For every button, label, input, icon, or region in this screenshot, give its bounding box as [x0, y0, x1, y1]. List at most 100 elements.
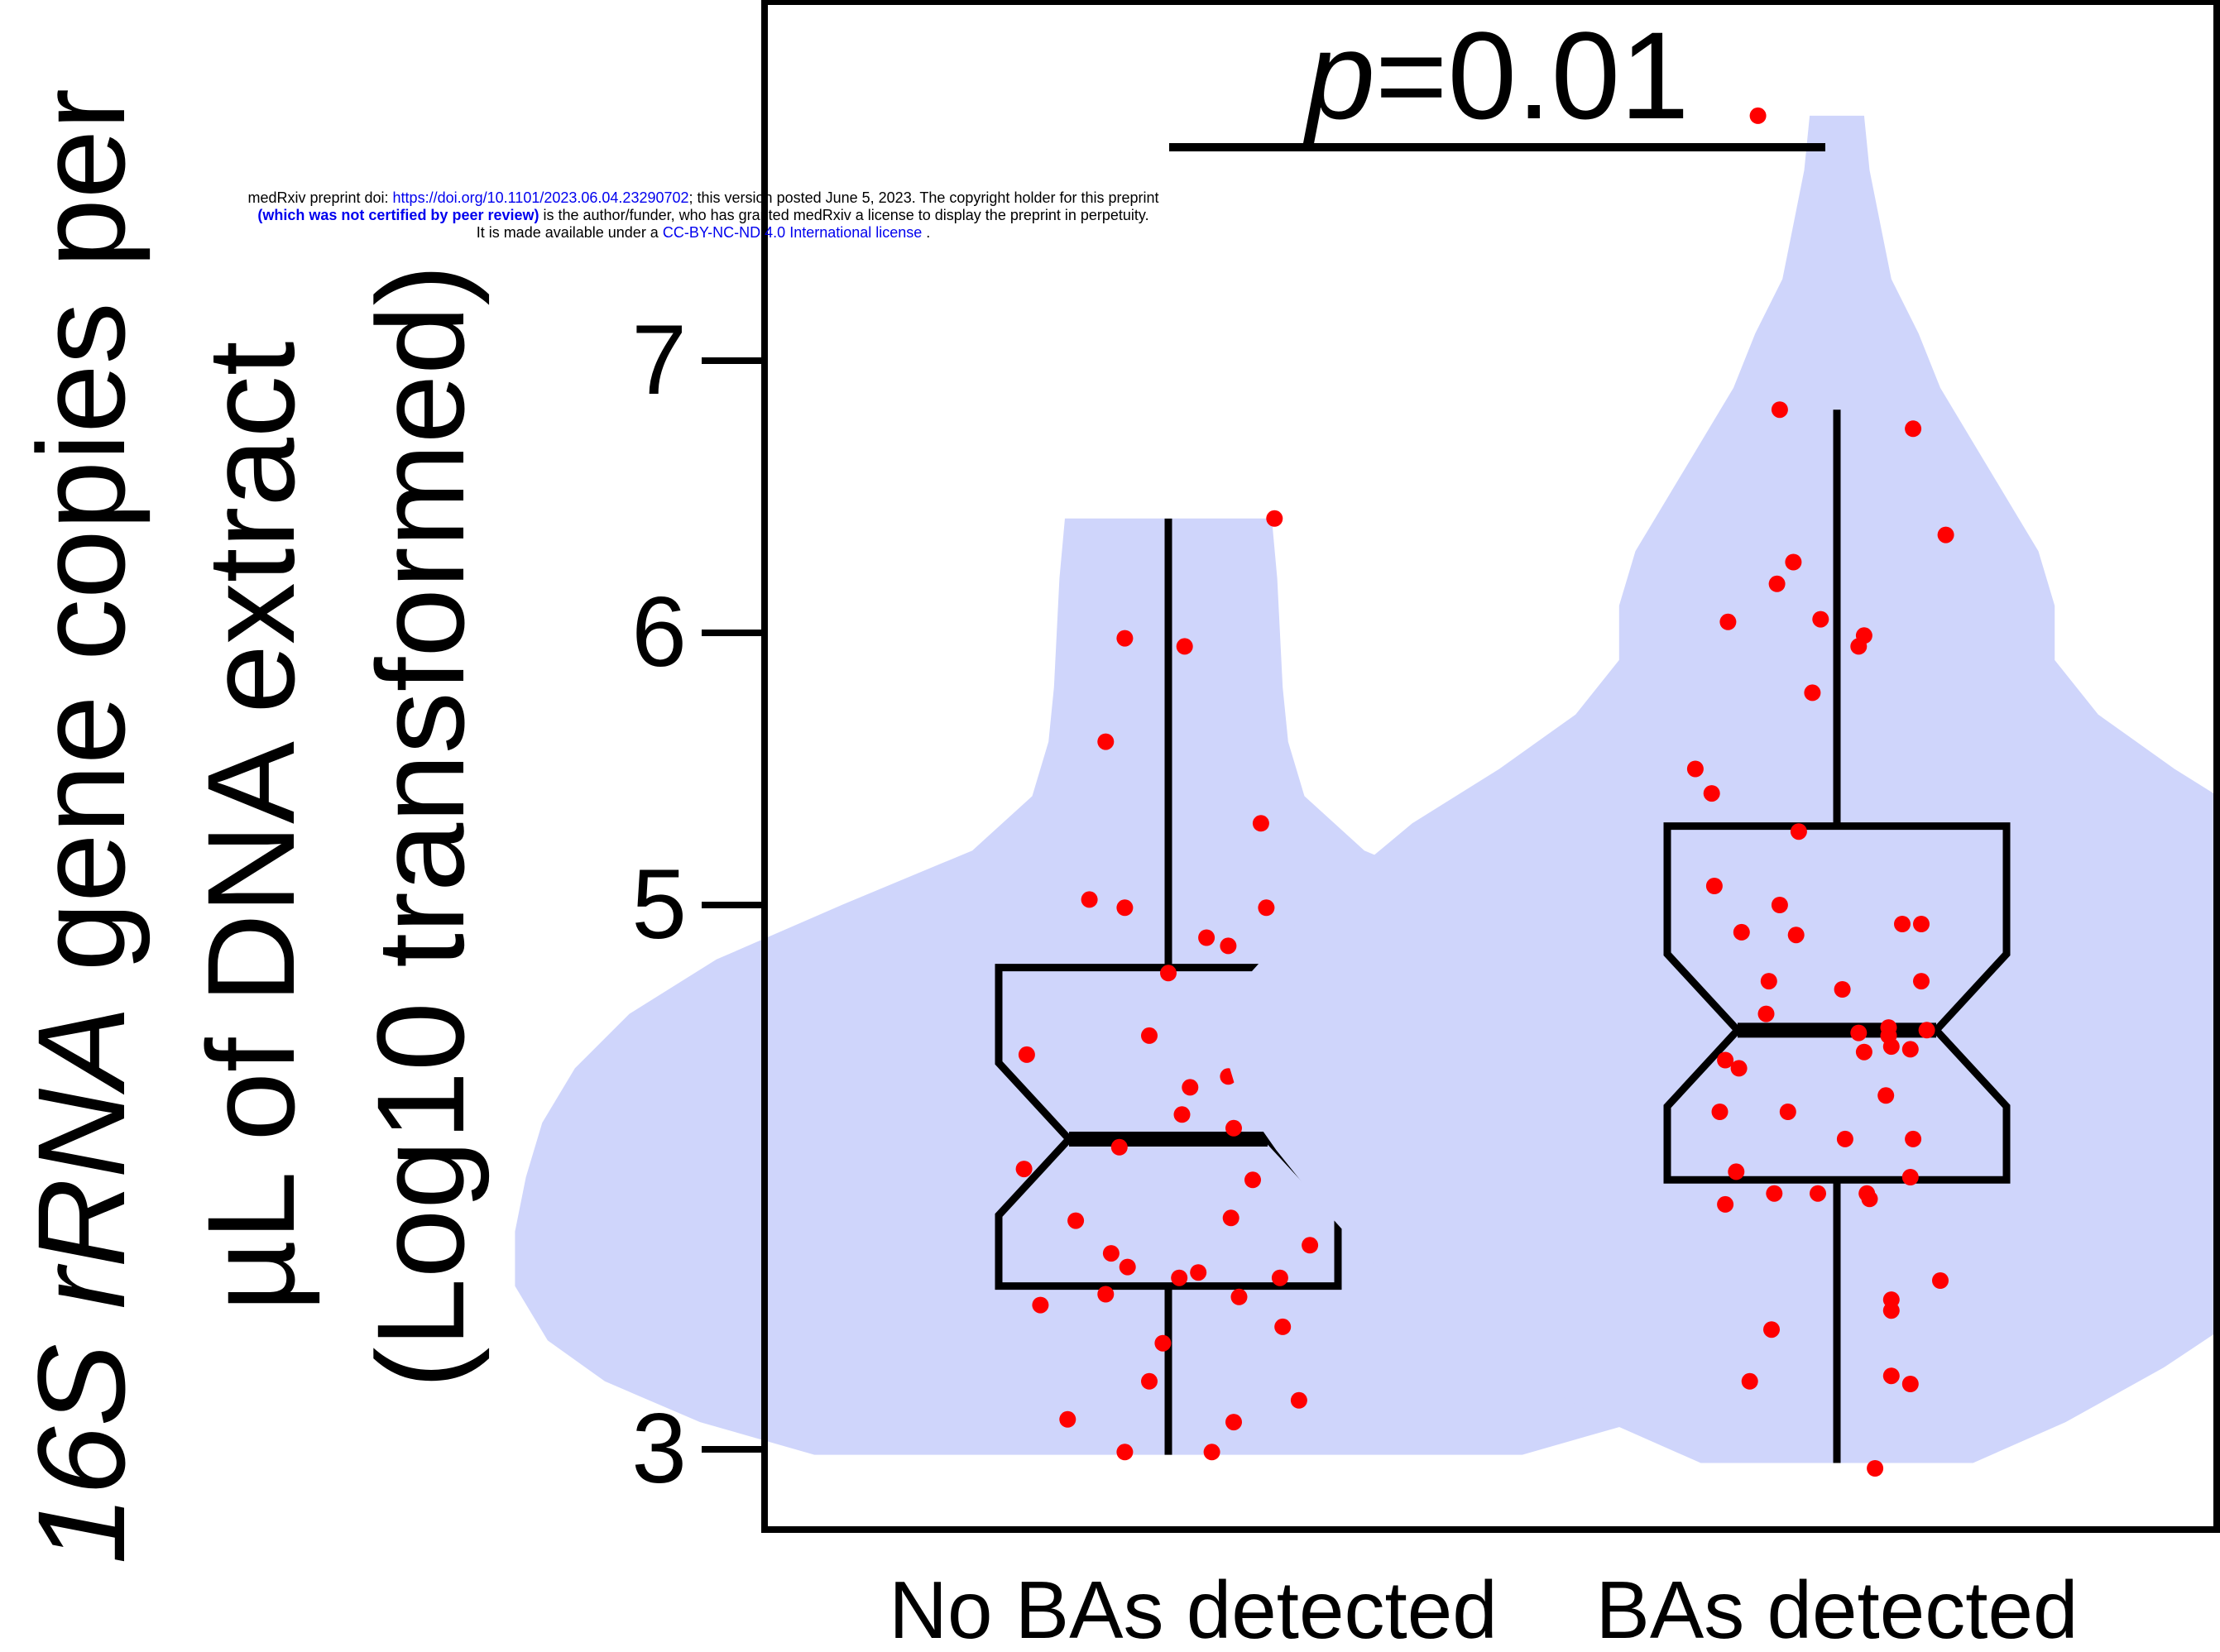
data-point: [1733, 923, 1750, 941]
p-value-prefix: p: [1303, 6, 1375, 145]
y-tick-label: 7: [631, 304, 687, 415]
data-point: [1882, 1367, 1900, 1385]
preprint-banner-line2: (which was not certified by peer review)…: [0, 207, 1407, 224]
data-point: [1705, 878, 1723, 894]
data-point: [1877, 1087, 1895, 1104]
data-point: [1018, 1046, 1035, 1063]
data-point: [1913, 916, 1930, 932]
data-point: [1834, 981, 1851, 998]
data-point: [1203, 1444, 1220, 1461]
data-point: [1274, 1318, 1292, 1335]
data-point: [1182, 1079, 1199, 1096]
data-point: [1222, 1209, 1239, 1227]
plot-area: [515, 0, 2220, 1533]
data-point: [1812, 611, 1829, 628]
data-point: [1932, 1272, 1949, 1289]
y-tick-label: 6: [631, 577, 687, 687]
y-tick-label: 5: [631, 849, 687, 960]
y-axis-label-line: 16S rRNA gene copies per: [12, 89, 151, 1564]
data-point: [1067, 1212, 1085, 1229]
data-point: [1785, 553, 1802, 571]
y-axis-label-line: µL of DNA extract: [181, 342, 320, 1312]
data-point: [1768, 575, 1786, 592]
data-point: [1173, 1106, 1191, 1123]
y-axis-label-text: µL of DNA extract: [181, 342, 320, 1312]
data-point: [1032, 1296, 1049, 1314]
data-point: [1741, 1372, 1758, 1390]
data-point: [1937, 526, 1954, 543]
data-point: [1266, 510, 1283, 527]
data-point: [1771, 897, 1788, 913]
data-point: [1244, 1171, 1261, 1189]
data-point: [1918, 1022, 1935, 1039]
y-axis-label-text: gene copies per: [12, 89, 151, 1006]
banner-line1-suffix: ; this version posted June 5, 2023. The …: [688, 189, 1159, 206]
peer-review-note: (which was not certified by peer review): [257, 207, 539, 223]
data-point: [1271, 1269, 1288, 1286]
data-point: [1810, 1185, 1826, 1202]
data-point: [1097, 1286, 1115, 1303]
data-point: [1850, 1024, 1868, 1041]
data-point: [1176, 638, 1193, 655]
data-point: [1882, 1038, 1900, 1056]
data-point: [1059, 1410, 1076, 1428]
data-point: [1771, 401, 1788, 419]
data-point: [1882, 1302, 1900, 1319]
data-point: [1141, 1372, 1158, 1390]
data-point: [1728, 1163, 1745, 1180]
data-point: [1252, 815, 1269, 832]
data-point: [1302, 1237, 1319, 1254]
data-point: [1730, 1060, 1748, 1077]
data-point: [1901, 1376, 1919, 1392]
data-point: [1225, 1414, 1242, 1431]
doi-link[interactable]: https://doi.org/10.1101/2023.06.04.23290…: [392, 189, 689, 206]
data-point: [1717, 1195, 1734, 1213]
banner-line1-prefix: medRxiv preprint doi:: [247, 189, 393, 206]
plot-frame: [761, 0, 2220, 1533]
license-link[interactable]: CC-BY-NC-ND 4.0 International license: [662, 224, 923, 241]
data-point: [1258, 899, 1275, 917]
data-point: [1686, 760, 1704, 778]
data-point: [1225, 1119, 1242, 1137]
data-point: [1119, 1258, 1136, 1276]
data-point: [1913, 973, 1930, 990]
data-point: [1097, 733, 1115, 750]
p-value-label: p=0.01: [1303, 6, 1690, 145]
data-point: [1141, 1027, 1158, 1044]
data-point: [1198, 929, 1215, 946]
data-point: [1861, 1190, 1878, 1208]
data-point: [1787, 927, 1805, 944]
data-point: [1804, 684, 1821, 702]
data-point: [1116, 630, 1134, 647]
data-point: [1760, 973, 1777, 990]
p-value-text: =0.01: [1375, 6, 1690, 145]
data-point: [1901, 1041, 1919, 1058]
y-axis-label-italic: 16S rRNA: [12, 1006, 151, 1564]
data-point: [1015, 1161, 1033, 1178]
data-point: [1905, 1130, 1922, 1147]
banner-line2-text: is the author/funder, who has granted me…: [539, 207, 1149, 223]
data-point: [1905, 420, 1922, 438]
data-point: [1867, 1460, 1884, 1477]
data-point: [1171, 1269, 1188, 1286]
data-point: [1790, 823, 1807, 840]
data-point: [1703, 785, 1720, 802]
data-point: [1757, 1005, 1775, 1022]
data-point: [1116, 1444, 1134, 1461]
data-point: [1763, 1321, 1780, 1338]
data-point: [1850, 638, 1868, 655]
data-point: [1081, 891, 1098, 908]
data-point: [1190, 1264, 1207, 1281]
y-axis-label-group: 16S rRNA gene copies per µL of DNA extrac…: [12, 89, 490, 1564]
significance-annotation: p=0.01: [1169, 6, 1825, 151]
data-point: [1719, 613, 1737, 630]
box-1: [1663, 822, 2011, 1184]
data-point: [1290, 1391, 1307, 1409]
data-point: [1102, 1245, 1120, 1262]
data-point: [1855, 1043, 1872, 1061]
x-tick-label: No BAs detected: [889, 1564, 1497, 1652]
data-point: [1766, 1185, 1783, 1202]
data-point: [1749, 107, 1767, 124]
preprint-banner: medRxiv preprint doi: https://doi.org/10…: [0, 189, 1407, 207]
